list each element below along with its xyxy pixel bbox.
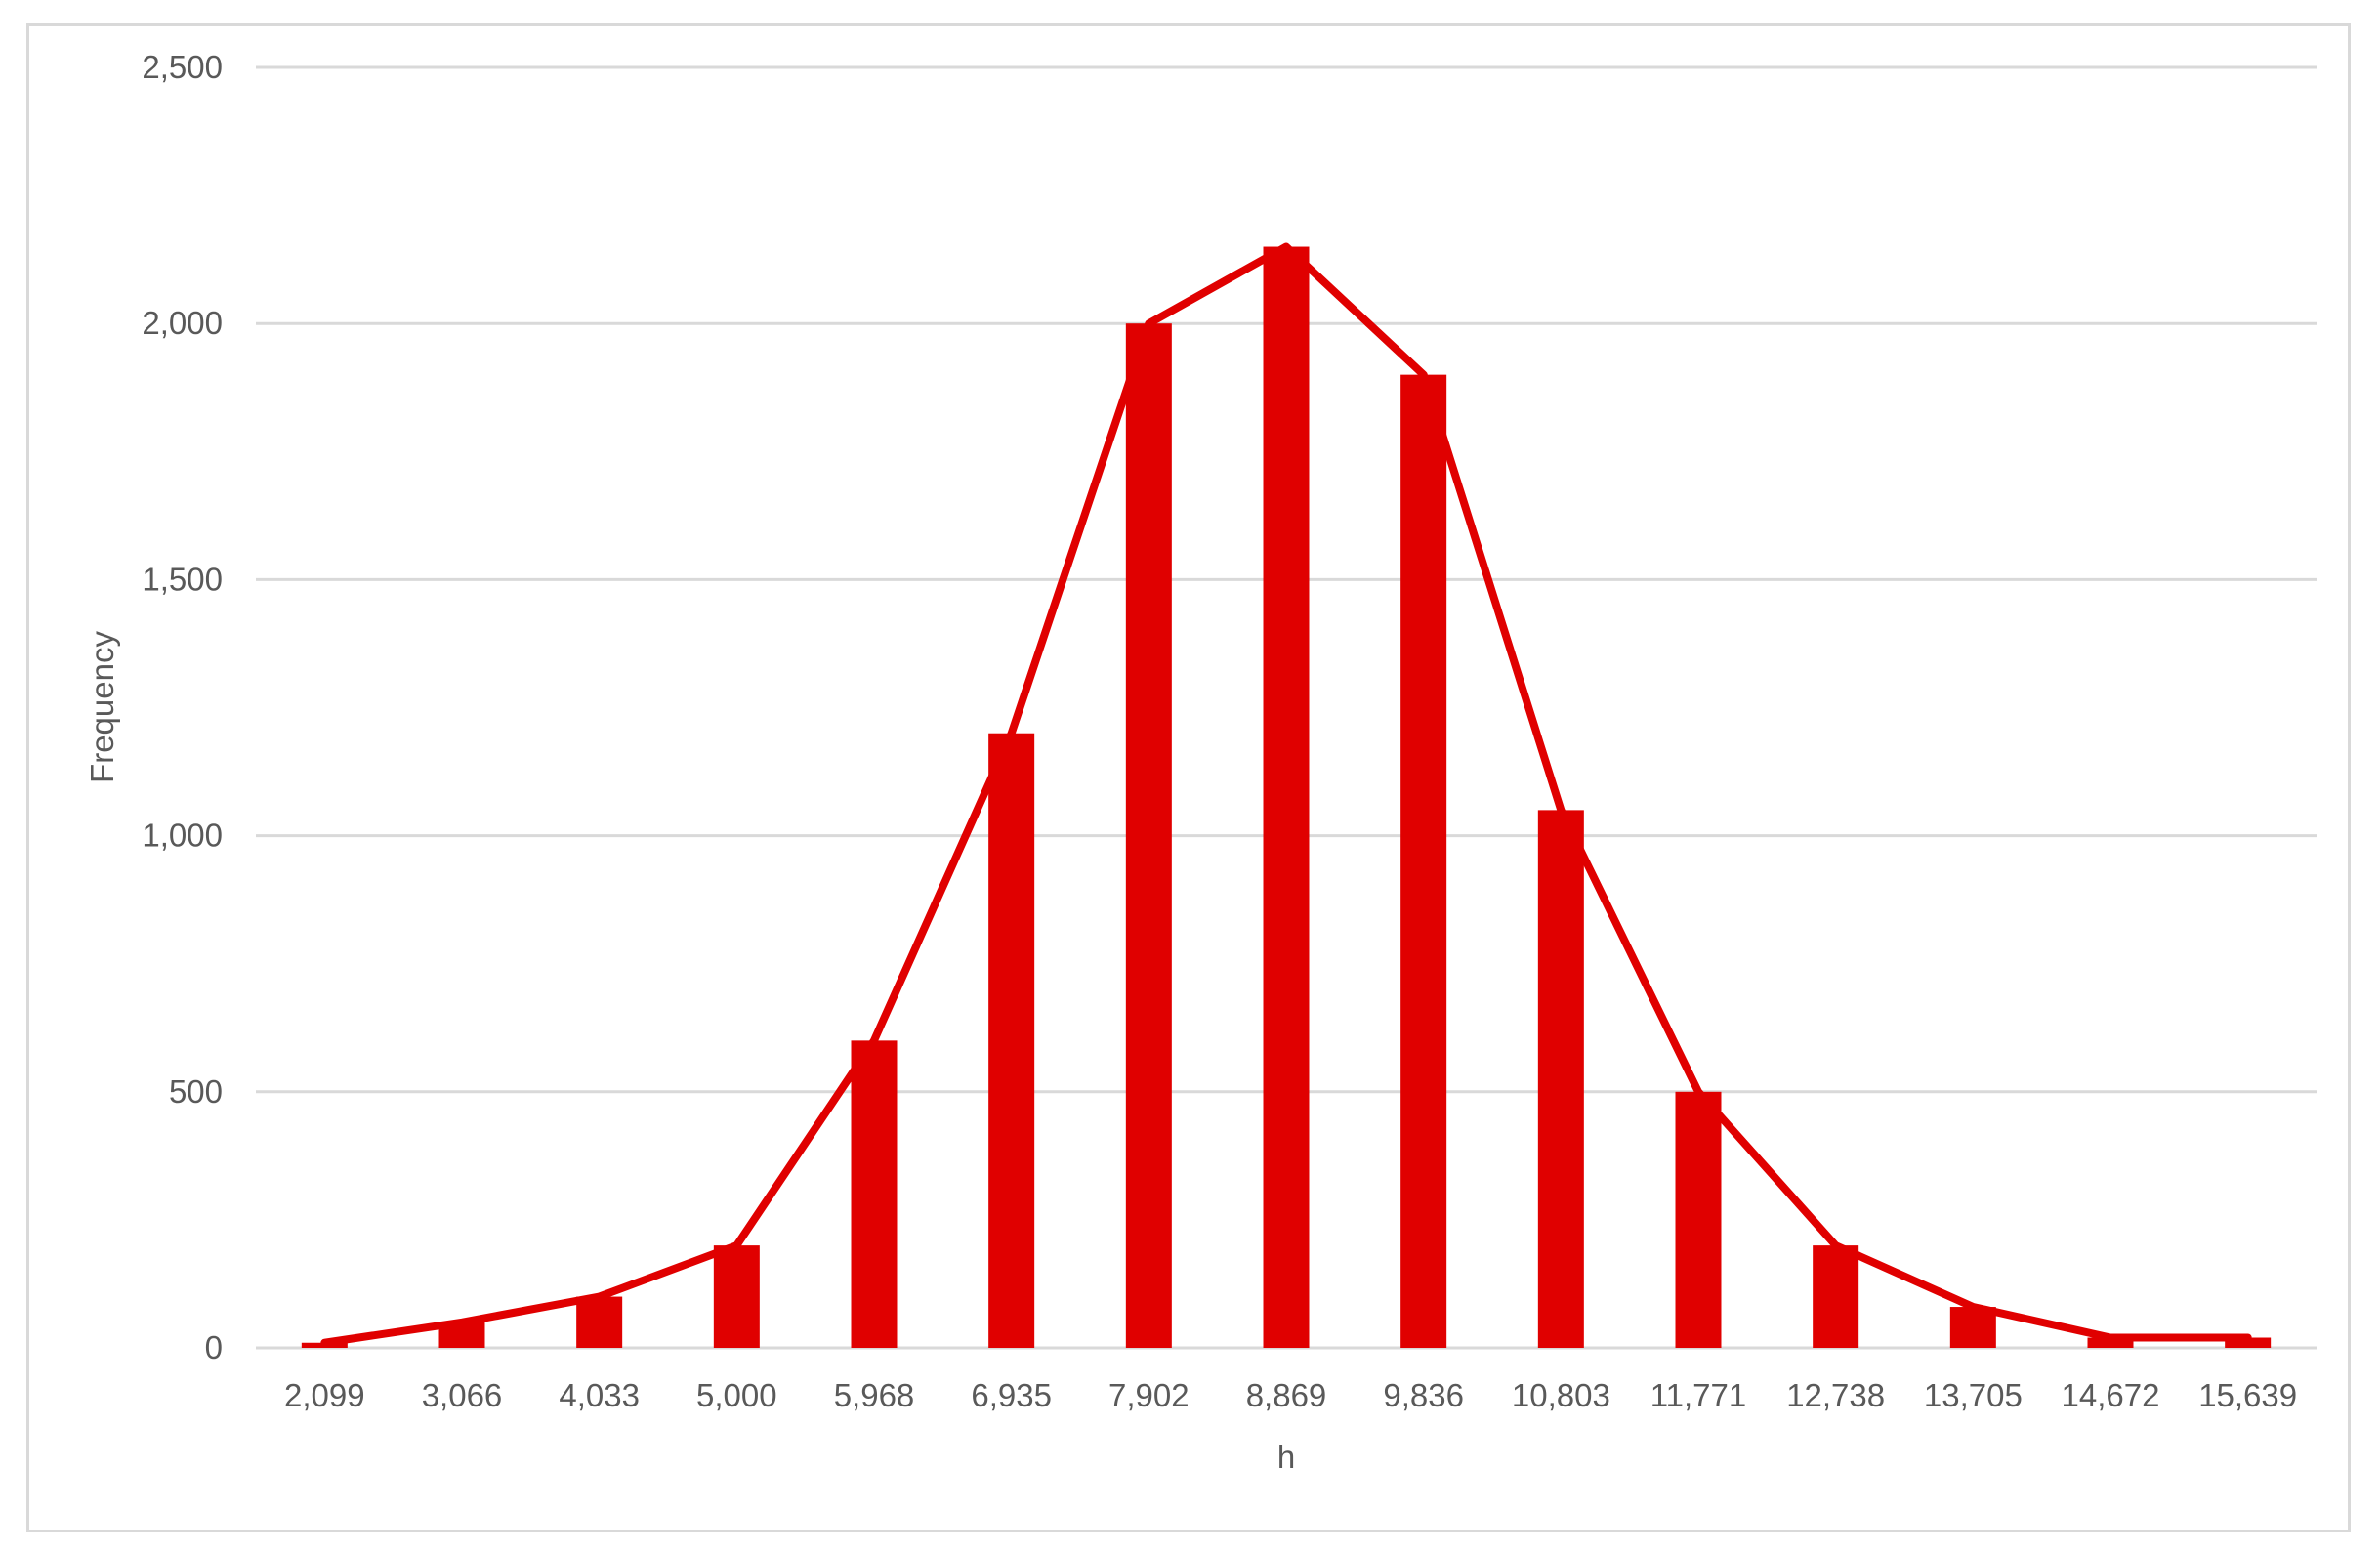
x-tick-label: 13,705 (1924, 1377, 2023, 1413)
histogram-bar (988, 733, 1035, 1348)
y-axis-ticks: 0 500 1,000 1,500 2,000 2,500 (142, 49, 223, 1365)
histogram-bar (713, 1245, 760, 1348)
histogram-bar (2225, 1337, 2272, 1348)
y-tick-label: 1,000 (142, 818, 223, 854)
chart-frame (26, 23, 2351, 1532)
histogram-bar (1125, 323, 1172, 1349)
x-tick-label: 2,099 (284, 1377, 365, 1413)
x-tick-label: 3,066 (422, 1377, 503, 1413)
histogram-bar (1400, 374, 1447, 1348)
frequency-polygon (320, 242, 2252, 1347)
x-tick-label: 7,902 (1108, 1377, 1190, 1413)
frequency-line (320, 242, 2252, 1347)
x-tick-label: 5,000 (696, 1377, 777, 1413)
x-tick-label: 9,836 (1383, 1377, 1464, 1413)
y-tick-label: 2,500 (142, 49, 223, 85)
x-axis-title: h (1277, 1439, 1295, 1475)
histogram-bar (1675, 1091, 1722, 1348)
histogram-bar (851, 1040, 898, 1348)
x-tick-label: 15,639 (2198, 1377, 2297, 1413)
x-axis-ticks: 2,099 3,066 4,033 5,000 5,968 6,935 7,902 8,869… (284, 1377, 2297, 1413)
y-tick-label: 0 (205, 1329, 223, 1365)
histogram-bar (576, 1296, 623, 1348)
bars (301, 246, 2272, 1349)
x-tick-label: 6,935 (971, 1377, 1052, 1413)
x-tick-label: 8,869 (1246, 1377, 1327, 1413)
x-tick-label: 11,771 (1650, 1377, 1746, 1413)
y-axis-title: Frequency (84, 631, 120, 783)
x-tick-label: 14,672 (2062, 1377, 2160, 1413)
y-tick-label: 2,000 (142, 305, 223, 341)
x-tick-label: 4,033 (559, 1377, 640, 1413)
histogram-bar (2087, 1337, 2134, 1348)
x-tick-label: 5,968 (834, 1377, 915, 1413)
y-tick-label: 1,500 (142, 561, 223, 597)
x-tick-label: 10,803 (1512, 1377, 1610, 1413)
x-tick-label: 12,738 (1786, 1377, 1885, 1413)
y-tick-label: 500 (169, 1073, 223, 1110)
histogram-bar (1263, 246, 1310, 1348)
histogram-bar (1813, 1245, 1859, 1348)
histogram-bar (1537, 810, 1584, 1348)
